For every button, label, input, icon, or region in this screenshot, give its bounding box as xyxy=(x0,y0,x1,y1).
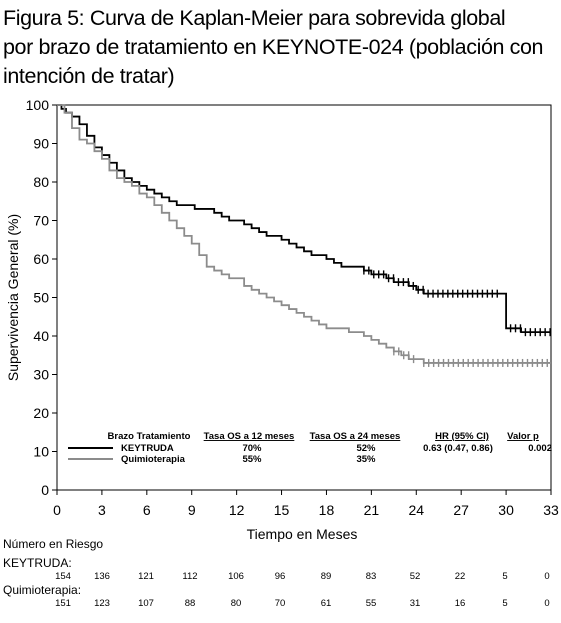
y-tick-label: 0 xyxy=(41,482,49,498)
y-tick-label: 50 xyxy=(33,290,49,306)
legend-header: Valor p xyxy=(507,431,539,442)
risk-table-value: 31 xyxy=(410,598,421,609)
y-tick-label: 90 xyxy=(33,136,49,152)
figure-title-line: Figura 5: Curva de Kaplan-Meier para sob… xyxy=(3,6,506,30)
risk-table-value: 83 xyxy=(366,571,377,582)
legend-p-value: 0.002 xyxy=(528,443,552,454)
x-tick-label: 3 xyxy=(98,502,106,518)
y-axis-label: Supervivencia General (%) xyxy=(5,214,21,381)
x-tick-label: 12 xyxy=(229,502,245,518)
risk-table-value: 70 xyxy=(275,598,286,609)
risk-table-value: 89 xyxy=(321,571,332,582)
risk-table-value: 5 xyxy=(502,598,507,609)
legend-header: HR (95% CI) xyxy=(435,431,489,442)
x-tick-label: 27 xyxy=(453,502,469,518)
risk-table-row-label: KEYTRUDA: xyxy=(3,556,72,570)
risk-table-value: 80 xyxy=(231,598,242,609)
risk-table-value: 96 xyxy=(275,571,286,582)
risk-table-value: 151 xyxy=(55,598,71,609)
legend-os24: 52% xyxy=(356,443,376,454)
legend-header: Brazo Tratamiento xyxy=(108,431,191,442)
risk-table-value: 0 xyxy=(544,598,549,609)
risk-table-value: 154 xyxy=(55,571,71,582)
legend-header: Tasa OS a 24 meses xyxy=(310,431,401,442)
x-axis-label: Tiempo en Meses xyxy=(247,526,358,542)
y-tick-label: 20 xyxy=(33,405,49,421)
risk-table-value: 5 xyxy=(502,571,507,582)
x-tick-label: 33 xyxy=(543,502,559,518)
y-tick-label: 70 xyxy=(33,213,49,229)
risk-table-value: 107 xyxy=(138,598,154,609)
risk-table-value: 136 xyxy=(94,571,110,582)
risk-table-value: 55 xyxy=(366,598,377,609)
risk-table-value: 121 xyxy=(138,571,154,582)
x-tick-label: 6 xyxy=(143,502,151,518)
y-tick-label: 100 xyxy=(26,97,50,113)
legend-os12: 70% xyxy=(242,443,262,454)
risk-table-value: 112 xyxy=(182,571,197,582)
x-tick-label: 9 xyxy=(188,502,196,518)
risk-table-row-label: Quimioterapia: xyxy=(3,583,81,597)
legend-arm-label: KEYTRUDA xyxy=(121,443,174,454)
y-tick-label: 30 xyxy=(33,367,49,383)
legend-hr: 0.63 (0.47, 0.86) xyxy=(423,443,493,454)
risk-table-value: 123 xyxy=(94,598,110,609)
y-tick-label: 80 xyxy=(33,174,49,190)
legend-os24: 35% xyxy=(356,454,376,465)
survival-curve-keytruda xyxy=(57,104,551,334)
risk-table-value: 52 xyxy=(410,571,421,582)
risk-table-value: 61 xyxy=(321,598,332,609)
risk-table-value: 22 xyxy=(455,571,466,582)
risk-table-value: 0 xyxy=(544,571,549,582)
risk-table-value: 16 xyxy=(455,598,466,609)
x-tick-label: 21 xyxy=(364,502,380,518)
risk-table-value: 88 xyxy=(185,598,196,609)
y-tick-label: 60 xyxy=(33,251,49,267)
legend-header: Tasa OS a 12 meses xyxy=(204,431,295,442)
survival-curve-quimioterapia xyxy=(57,104,551,364)
x-tick-label: 15 xyxy=(274,502,290,518)
x-tick-label: 24 xyxy=(408,502,424,518)
legend-arm-label: Quimioterapia xyxy=(121,454,186,465)
y-tick-label: 40 xyxy=(33,328,49,344)
figure-title-line: intención de tratar) xyxy=(3,64,175,88)
legend-os12: 55% xyxy=(242,454,262,465)
risk-table-value: 106 xyxy=(228,571,244,582)
y-tick-label: 10 xyxy=(33,444,49,460)
figure-title-line: por brazo de tratamiento en KEYNOTE-024 … xyxy=(3,35,544,59)
figure-title: Figura 5: Curva de Kaplan-Meier para sob… xyxy=(3,4,558,91)
risk-table-heading: Número en Riesgo xyxy=(3,537,103,551)
x-tick-label: 18 xyxy=(319,502,335,518)
x-tick-label: 30 xyxy=(498,502,514,518)
x-tick-label: 0 xyxy=(53,502,61,518)
